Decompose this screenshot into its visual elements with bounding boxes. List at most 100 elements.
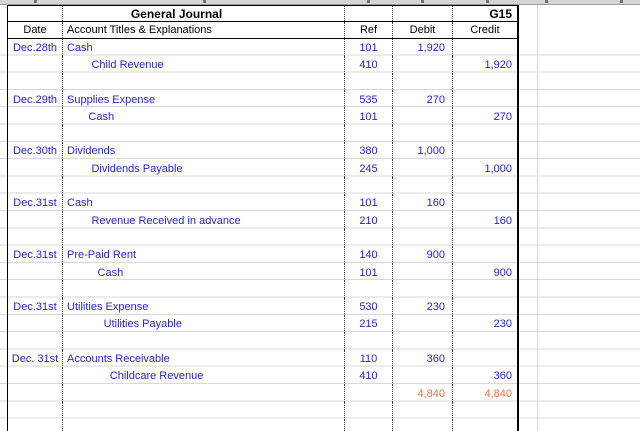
cell-account[interactable] [63, 281, 345, 299]
cell-date[interactable] [8, 73, 63, 91]
cell-date[interactable] [8, 367, 63, 385]
cell-date[interactable] [8, 125, 63, 143]
cell-ref[interactable]: 410 [345, 56, 393, 74]
cell-debit[interactable]: 900 [393, 246, 453, 264]
cell-debit[interactable] [393, 263, 453, 282]
cell-date[interactable] [8, 263, 63, 282]
cell-debit[interactable] [393, 160, 453, 178]
cell-credit[interactable]: 270 [493, 110, 512, 123]
cell-ref[interactable]: 410 [345, 367, 393, 385]
header-credit[interactable]: Credit [470, 24, 500, 36]
cell-date[interactable]: Dec.29th [8, 90, 63, 109]
cell-credit[interactable] [453, 195, 517, 212]
cell-debit[interactable]: 270 [393, 90, 453, 109]
cell-date[interactable] [8, 177, 63, 195]
cell-ref[interactable] [345, 125, 393, 143]
cell-debit[interactable]: 1,920 [393, 39, 453, 57]
cell-credit[interactable] [453, 350, 517, 367]
cell-account[interactable] [63, 333, 345, 351]
header-debit[interactable]: Debit [393, 22, 453, 38]
cell-debit[interactable] [393, 281, 453, 299]
cell-credit[interactable] [453, 281, 517, 298]
cell-credit[interactable] [453, 125, 517, 142]
cell-credit[interactable]: 1,920 [484, 58, 512, 71]
cell-credit[interactable] [453, 177, 517, 194]
cell-account[interactable]: Cash [63, 39, 345, 57]
cell-debit[interactable]: 160 [393, 194, 453, 212]
cell-ref[interactable]: 380 [345, 142, 393, 161]
cell-credit[interactable] [453, 143, 517, 160]
cell-debit[interactable] [393, 73, 453, 91]
cell-date[interactable] [8, 108, 63, 126]
cell-account[interactable] [63, 229, 345, 247]
cell-date[interactable] [8, 160, 63, 178]
cell-ref[interactable]: 530 [345, 298, 393, 316]
cell-account[interactable]: Child Revenue [63, 56, 345, 74]
cell-account[interactable]: Cash [63, 194, 345, 212]
cell-debit[interactable] [393, 419, 453, 431]
cell-ref[interactable]: 140 [345, 246, 393, 264]
cell-date[interactable] [8, 315, 63, 334]
cell-debit[interactable]: 1,000 [393, 142, 453, 161]
cell-credit[interactable]: 160 [493, 214, 512, 227]
cell-ref[interactable] [345, 384, 393, 403]
cell-ref[interactable] [345, 419, 393, 431]
header-date[interactable]: Date [8, 22, 63, 38]
cell-debit[interactable]: 360 [393, 350, 453, 368]
cell-credit[interactable]: 900 [493, 266, 512, 279]
cell-debit[interactable] [393, 177, 453, 195]
cell-debit[interactable] [393, 125, 453, 143]
cell-credit[interactable] [453, 333, 517, 350]
title-row-cellref-cell[interactable]: G15 [453, 6, 517, 21]
title-row-ref-cell[interactable] [345, 6, 393, 21]
cell-credit[interactable]: 4,840 [484, 387, 512, 400]
cell-account[interactable]: Utilities Payable [63, 315, 345, 334]
cell-credit[interactable] [453, 298, 517, 315]
cell-debit[interactable] [393, 211, 453, 230]
cell-debit[interactable] [393, 333, 453, 351]
cell-ref[interactable] [345, 229, 393, 247]
cell-credit[interactable] [453, 39, 517, 56]
cell-credit[interactable] [453, 229, 517, 246]
cell-debit[interactable] [393, 315, 453, 334]
cell-ref[interactable] [345, 177, 393, 195]
cell-account[interactable] [63, 384, 345, 403]
cell-account[interactable] [63, 177, 345, 195]
title-row-title-cell[interactable] [63, 6, 345, 21]
cell-credit[interactable] [453, 420, 517, 431]
cell-ref[interactable]: 101 [345, 263, 393, 282]
header-ref[interactable]: Ref [345, 22, 393, 38]
cell-date[interactable] [8, 229, 63, 247]
header-account-titles[interactable]: Account Titles & Explanations [63, 22, 345, 38]
cell-date[interactable] [8, 281, 63, 299]
cell-ref[interactable]: 110 [345, 350, 393, 368]
cell-ref[interactable]: 101 [345, 108, 393, 126]
cell-ref[interactable]: 535 [345, 90, 393, 109]
cell-ref[interactable]: 210 [345, 211, 393, 230]
cell-account[interactable]: Cash [63, 263, 345, 282]
cell-ref[interactable]: 215 [345, 315, 393, 334]
cell-date[interactable] [8, 211, 63, 230]
cell-account[interactable]: Utilities Expense [63, 298, 345, 316]
cell-date[interactable] [8, 333, 63, 351]
cell-debit[interactable]: 4,840 [393, 384, 453, 403]
cell-debit[interactable] [393, 367, 453, 385]
cell-ref[interactable] [345, 402, 393, 420]
title-row-date-cell[interactable] [8, 6, 63, 21]
cell-account[interactable]: Revenue Received in advance [63, 211, 345, 230]
cell-date[interactable]: Dec.28th [8, 39, 63, 57]
cell-date[interactable] [8, 384, 63, 403]
cell-ref[interactable] [345, 73, 393, 91]
cell-credit[interactable]: 1,000 [484, 162, 512, 175]
cell-ref[interactable]: 101 [345, 194, 393, 212]
cell-credit[interactable] [453, 74, 517, 91]
cell-account[interactable]: Childcare Revenue [63, 367, 345, 385]
cell-credit[interactable] [453, 91, 517, 108]
cell-account[interactable] [63, 73, 345, 91]
cell-debit[interactable] [393, 402, 453, 420]
title-row-debit-cell[interactable] [393, 6, 453, 21]
cell-credit[interactable]: 230 [493, 318, 512, 331]
cell-date[interactable]: Dec. 31st [8, 350, 63, 368]
cell-date[interactable]: Dec.30th [8, 142, 63, 161]
cell-account[interactable]: Dividends Payable [63, 160, 345, 178]
